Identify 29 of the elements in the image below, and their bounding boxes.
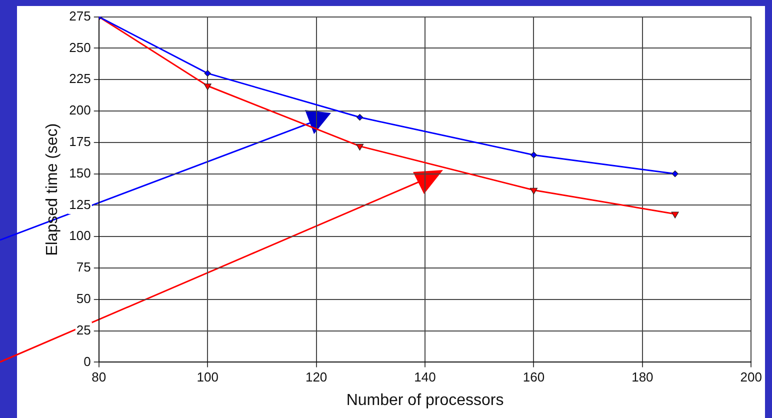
- x-tick-label: 120: [305, 370, 328, 385]
- y-tick-label: 150: [69, 165, 91, 180]
- y-tick-label: 175: [69, 134, 91, 149]
- y-tick-label: 75: [76, 260, 91, 275]
- point: [672, 170, 678, 178]
- x-tick-label: 80: [92, 370, 106, 385]
- y-tick-label: 250: [69, 40, 91, 55]
- x-tick-label: 200: [740, 370, 762, 385]
- x-tick-label: 140: [414, 370, 436, 385]
- y-tick-label: 275: [69, 8, 91, 24]
- y-tick-label: 100: [69, 228, 91, 244]
- x-tick-label: 180: [632, 370, 654, 385]
- y-tick-label: 25: [76, 322, 91, 338]
- y-tick-label: 200: [69, 102, 91, 118]
- x-tick-label: 100: [196, 370, 218, 385]
- x-axis-title: Number of processors: [346, 392, 504, 409]
- y-axis-title: Elapsed time (sec): [44, 123, 62, 256]
- point: [356, 114, 364, 121]
- point: [204, 70, 211, 77]
- y-tick-label: 0: [84, 354, 91, 369]
- point: [530, 152, 538, 158]
- point: [204, 84, 212, 90]
- y-tick-label: 225: [69, 71, 91, 86]
- y-tick-label: 50: [76, 290, 91, 306]
- y-tick-label: 125: [69, 196, 91, 212]
- point: [530, 188, 538, 194]
- point: [356, 144, 364, 150]
- x-tick-label: 160: [522, 370, 545, 385]
- point: [671, 212, 679, 218]
